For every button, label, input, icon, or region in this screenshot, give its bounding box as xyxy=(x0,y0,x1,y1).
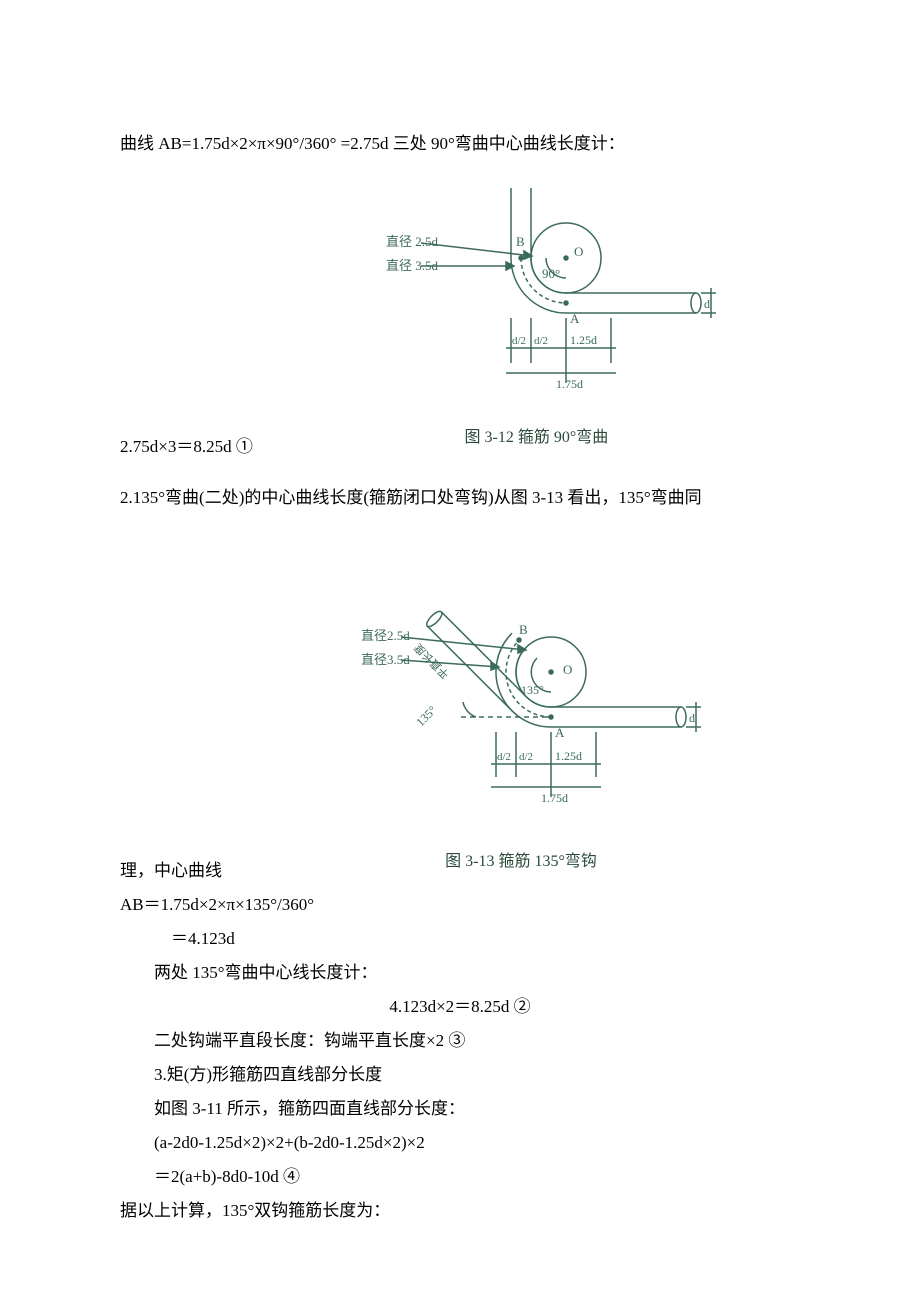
label-O: O xyxy=(574,244,583,259)
label-d35-313: 直径3.5d xyxy=(361,652,410,667)
calc-l4: 4.123d×2＝8.25d ② xyxy=(120,990,800,1024)
label-90: 90° xyxy=(542,266,560,281)
dim-175d: 1.75d xyxy=(556,377,583,391)
dim-125d: 1.25d xyxy=(570,333,597,347)
calc-l10: 据以上计算，135°双钩箍筋长度为： xyxy=(120,1194,800,1228)
paragraph-2: 2.135°弯曲(二处)的中心曲线长度(箍筋闭口处弯钩)从图 3-13 看出，1… xyxy=(120,481,800,515)
label-A-313: A xyxy=(555,725,565,740)
calc-l9: ＝2(a+b)-8d0-10d ④ xyxy=(120,1160,800,1194)
calc-l3: 两处 135°弯曲中心线长度计： xyxy=(120,956,800,990)
dim-175d-313: 1.75d xyxy=(541,791,568,805)
label-d35: 直径 3.5d xyxy=(386,258,439,273)
dim-d2-2-313: d/2 xyxy=(519,751,533,763)
calc-l8: (a-2d0-1.25d×2)×2+(b-2d0-1.25d×2)×2 xyxy=(120,1126,800,1160)
label-d25-313: 直径2.5d xyxy=(361,628,410,643)
dim-125d-313: 1.25d xyxy=(555,749,582,763)
paragraph-3-prefix: 理，中心曲线 xyxy=(120,854,222,888)
figure-3-12: O 90° xyxy=(273,188,800,454)
fig313-caption: 图 3-13 箍筋 135°弯钩 xyxy=(242,846,800,878)
label-A: A xyxy=(570,311,580,326)
document-page: 曲线 AB=1.75d×2×π×90°/360° =2.75d 三处 90°弯曲… xyxy=(0,0,920,1308)
dim-d2-1: d/2 xyxy=(512,335,526,347)
fig312-svg: O 90° xyxy=(356,188,716,418)
fig312-caption: 图 3-12 箍筋 90°弯曲 xyxy=(273,422,800,454)
label-B-313: B xyxy=(519,622,528,637)
dim-d2-2: d/2 xyxy=(534,335,548,347)
figure-3-13: O 135° 平直长度 xyxy=(242,542,800,878)
calc-l5: 二处钩端平直段长度：钩端平直长度×2 ③ xyxy=(120,1024,800,1058)
calc-l2: ＝4.123d xyxy=(120,922,800,956)
fig313-column: O 135° 平直长度 xyxy=(242,532,800,888)
calc-l6: 3.矩(方)形箍筋四直线部分长度 xyxy=(120,1058,800,1092)
paragraph-1: 曲线 AB=1.75d×2×π×90°/360° =2.75d 三处 90°弯曲… xyxy=(120,127,800,161)
fig313-svg: O 135° 平直长度 xyxy=(341,542,701,842)
label-B: B xyxy=(516,234,525,249)
dim-d-right: d xyxy=(704,297,710,311)
fig312-column: O 90° xyxy=(273,178,800,464)
dim-d-right-313: d xyxy=(689,711,695,725)
label-d25: 直径 2.5d xyxy=(386,234,439,249)
label-135-outer: 135° xyxy=(413,703,439,729)
dim-d2-1-313: d/2 xyxy=(497,751,511,763)
label-O-313: O xyxy=(563,662,572,677)
equation-1: 2.75d×3＝8.25d ① xyxy=(120,430,253,464)
fig312-row: 2.75d×3＝8.25d ① O 90° xyxy=(120,178,800,464)
calc-l1: AB＝1.75d×2×π×135°/360° xyxy=(120,888,800,922)
calc-l7: 如图 3-11 所示，箍筋四面直线部分长度： xyxy=(120,1092,800,1126)
fig313-row: 理，中心曲线 O 135° xyxy=(120,532,800,888)
